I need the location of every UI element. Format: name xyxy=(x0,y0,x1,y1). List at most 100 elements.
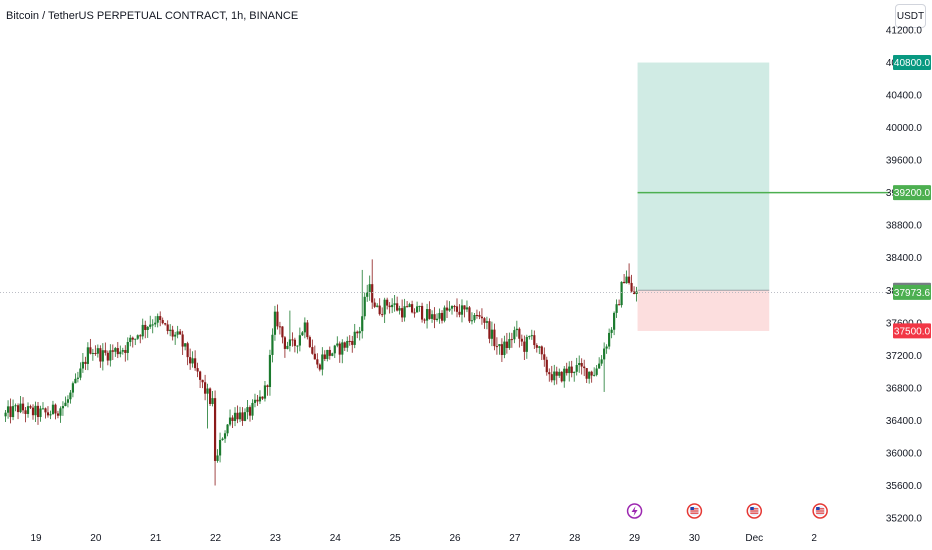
candle-body xyxy=(430,314,434,319)
y-tick-label: 36800.0 xyxy=(886,383,923,394)
candle-body xyxy=(445,307,449,311)
candle-body xyxy=(248,407,252,416)
candle-body xyxy=(99,348,102,362)
candle-body xyxy=(396,303,399,311)
candle-body xyxy=(268,354,272,387)
lightning-bolt xyxy=(631,506,638,516)
candle-body xyxy=(460,305,464,315)
candle-body xyxy=(206,388,209,394)
candle-body xyxy=(580,363,583,367)
candle-body xyxy=(490,329,494,339)
us-flag-icon[interactable] xyxy=(812,503,828,519)
overlay-lines xyxy=(0,191,889,293)
candle-body xyxy=(595,368,598,375)
candle-body xyxy=(570,366,573,374)
candle-body xyxy=(44,408,47,413)
candle-body xyxy=(86,347,89,364)
candle-body xyxy=(455,306,459,312)
candle-body xyxy=(563,368,566,382)
candle-body xyxy=(625,276,628,284)
y-tick-label: 36000.0 xyxy=(886,448,923,459)
candlestick-series xyxy=(4,259,638,486)
candle-body xyxy=(346,340,349,348)
candle-body xyxy=(458,311,461,315)
candle-body xyxy=(500,344,503,355)
candle-body xyxy=(568,366,571,374)
us-flag-icon[interactable] xyxy=(686,503,703,519)
candle-body xyxy=(303,322,306,333)
candle-body xyxy=(435,318,439,320)
flag-canton xyxy=(750,507,754,510)
candle-body xyxy=(21,403,25,411)
candle-body xyxy=(109,350,112,361)
y-tick-label: 40000.0 xyxy=(886,123,923,134)
candle-body xyxy=(306,322,309,338)
y-tick-label: 35600.0 xyxy=(886,481,923,492)
flag-stripe xyxy=(690,508,699,510)
flag-stripe xyxy=(750,512,759,514)
candle-body xyxy=(448,308,451,311)
candle-body xyxy=(291,339,294,341)
y-axis: 41200.040800.040400.040000.039600.039200… xyxy=(886,26,923,525)
y-tick-label: 38800.0 xyxy=(886,221,923,232)
candle-body xyxy=(199,371,202,380)
candle-body xyxy=(553,371,556,381)
candle-body xyxy=(14,405,17,407)
candle-body xyxy=(111,350,114,352)
event-markers[interactable] xyxy=(626,503,828,519)
candle-body xyxy=(313,353,316,360)
candle-body xyxy=(513,330,516,340)
candle-body xyxy=(76,377,79,379)
candle-body xyxy=(258,396,262,402)
x-tick-label: Dec xyxy=(745,533,763,544)
candle-body xyxy=(608,332,611,347)
y-tick-label: 39600.0 xyxy=(886,156,923,167)
candle-body xyxy=(46,412,50,416)
us-flag-icon[interactable] xyxy=(746,503,763,519)
candle-body xyxy=(618,304,621,306)
candle-body xyxy=(371,284,374,303)
candle-body xyxy=(36,405,40,418)
candle-body xyxy=(488,321,491,339)
candle-body xyxy=(129,337,132,343)
candle-body xyxy=(316,359,319,365)
candle-body xyxy=(253,399,257,403)
candle-body xyxy=(615,304,618,313)
y-tick-label: 36400.0 xyxy=(886,416,923,427)
candle-body xyxy=(66,399,70,403)
flag-stripe xyxy=(690,510,699,512)
candle-body xyxy=(622,281,626,284)
flag-stripe xyxy=(750,510,759,512)
lightning-icon[interactable] xyxy=(626,503,643,519)
candle-body xyxy=(64,402,67,407)
candle-body xyxy=(575,365,578,372)
x-tick-label: 20 xyxy=(90,533,102,544)
x-tick-label: 28 xyxy=(569,533,581,544)
candle-body xyxy=(450,306,454,309)
candle-body xyxy=(590,371,593,376)
target-price-badge-bg xyxy=(893,55,931,71)
candle-body xyxy=(114,348,117,352)
candle-body xyxy=(468,307,471,322)
x-tick-label: 19 xyxy=(30,533,42,544)
candle-body xyxy=(393,303,396,305)
candle-body xyxy=(363,296,366,317)
candle-body xyxy=(218,439,222,456)
candle-body xyxy=(236,412,239,420)
candle-body xyxy=(560,371,563,382)
target-price-badge: 40800.0 xyxy=(894,58,931,69)
candle-body xyxy=(121,350,124,352)
candle-body xyxy=(19,403,22,413)
candle-body xyxy=(59,408,62,416)
candle-body xyxy=(79,368,82,378)
flag-stripe xyxy=(750,508,759,510)
candle-body xyxy=(231,417,234,422)
candle-body xyxy=(585,368,588,379)
candle-body xyxy=(288,339,291,346)
currency-unit-button[interactable]: USDT xyxy=(895,4,926,28)
candle-body xyxy=(179,331,182,335)
x-tick-label: 24 xyxy=(330,533,342,544)
candle-body xyxy=(632,291,636,295)
candle-body xyxy=(318,364,321,370)
